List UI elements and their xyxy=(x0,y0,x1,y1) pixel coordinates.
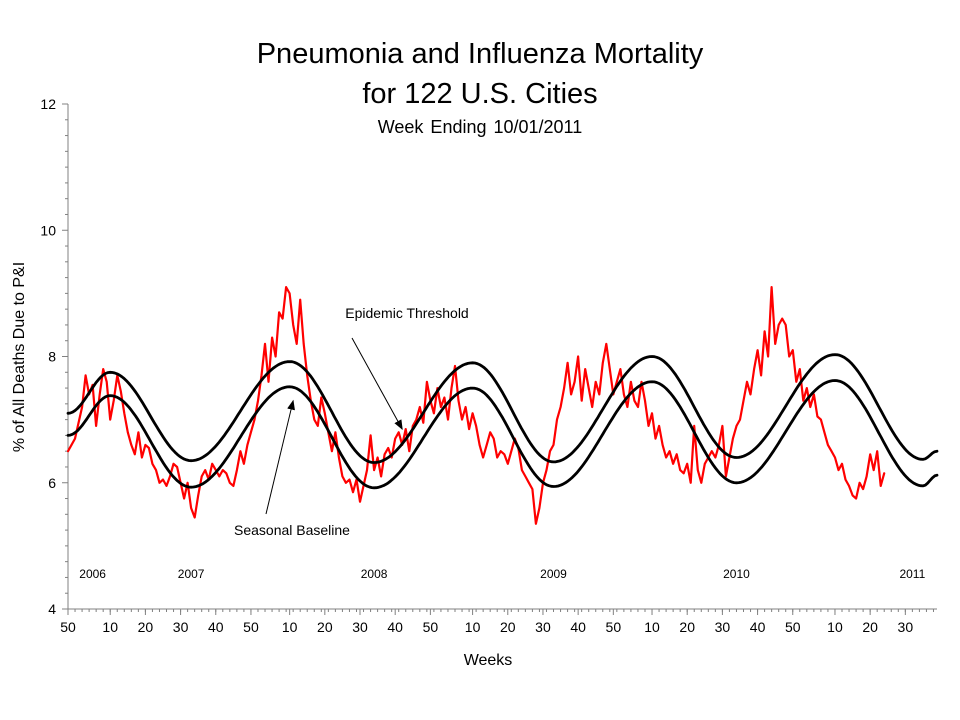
x-tick-label: 10 xyxy=(644,619,660,635)
x-tick-label: 30 xyxy=(352,619,368,635)
year-label: 2009 xyxy=(540,567,567,581)
pi-mortality-line xyxy=(66,286,886,525)
year-label: 2007 xyxy=(178,567,205,581)
annotations: Epidemic Threshold Seasonal Baseline xyxy=(234,305,469,538)
seasonal-baseline-annotation: Seasonal Baseline xyxy=(234,522,350,538)
epidemic-threshold-line xyxy=(66,353,939,464)
chart-title: Pneumonia and Influenza Mortality xyxy=(256,38,704,70)
y-tick-label: 10 xyxy=(40,222,56,238)
x-tick-label: 20 xyxy=(500,619,516,635)
x-tick-label: 10 xyxy=(102,619,118,635)
x-axis-title: Weeks xyxy=(464,652,513,669)
chart-subtitle: Week Ending 10/01/2011 xyxy=(377,117,583,137)
y-axis-title: % of All Deaths Due to P&I xyxy=(11,262,28,452)
x-tick-label: 20 xyxy=(862,619,878,635)
chart-title-line2: for 122 U.S. Cities xyxy=(362,78,598,110)
x-tick-label: 20 xyxy=(317,619,333,635)
x-tick-label: 10 xyxy=(827,619,843,635)
year-label: 2010 xyxy=(723,567,750,581)
x-tick-label: 50 xyxy=(60,619,76,635)
seasonal-baseline-line xyxy=(66,379,939,490)
year-label: 2011 xyxy=(899,567,925,581)
x-tick-label: 30 xyxy=(535,619,551,635)
axes: 4 6 8 10 12 50 10 20 30 40 50 10 20 30 40 50 10 20 30 40 50 1… xyxy=(40,96,937,635)
x-tick-label: 30 xyxy=(898,619,914,635)
y-tick-label: 12 xyxy=(40,96,56,112)
x-tick-label: 50 xyxy=(606,619,622,635)
x-tick-label: 10 xyxy=(282,619,298,635)
x-tick-label: 30 xyxy=(715,619,731,635)
x-tick-label: 40 xyxy=(570,619,586,635)
x-tick-label: 40 xyxy=(750,619,766,635)
y-tick-label: 4 xyxy=(48,601,56,617)
x-tick-label: 50 xyxy=(785,619,801,635)
x-tick-label: 10 xyxy=(465,619,481,635)
x-tick-label: 20 xyxy=(138,619,154,635)
seasonal-baseline-arrow xyxy=(265,399,295,515)
year-label: 2008 xyxy=(361,567,388,581)
x-tick-label: 30 xyxy=(173,619,189,635)
y-tick-label: 6 xyxy=(48,475,56,491)
x-tick-label: 50 xyxy=(423,619,439,635)
x-tick-label: 40 xyxy=(387,619,403,635)
x-tick-label: 50 xyxy=(243,619,259,635)
x-tick-label: 40 xyxy=(208,619,224,635)
series-lines xyxy=(66,286,939,525)
epidemic-threshold-arrow xyxy=(351,337,403,430)
year-label: 2006 xyxy=(79,567,106,581)
epidemic-threshold-annotation: Epidemic Threshold xyxy=(345,305,468,321)
y-tick-label: 8 xyxy=(48,349,56,365)
x-tick-label: 20 xyxy=(679,619,695,635)
